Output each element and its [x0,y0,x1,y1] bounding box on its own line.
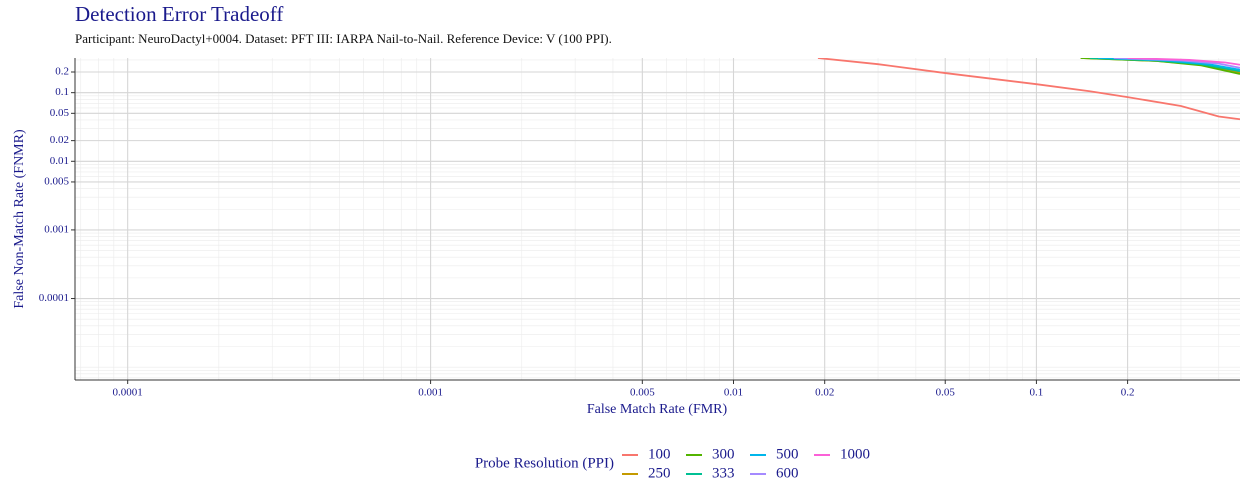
y-tick-label: 0.001 [44,223,69,235]
y-axis-label: False Non-Match Rate (FNMR) [12,129,27,309]
y-tick-label: 0.01 [50,155,69,167]
y-tick-label: 0.2 [55,66,69,78]
x-tick-label: 0.2 [1121,387,1135,399]
legend-label: 600 [776,465,799,481]
y-tick-label: 0.0001 [39,292,69,304]
x-tick-label: 0.02 [815,387,834,399]
y-tick-label: 0.005 [44,175,69,187]
x-tick-label: 0.005 [630,387,655,399]
y-tick-label: 0.1 [55,86,69,98]
y-tick-label: 0.05 [50,107,70,119]
chart-subtitle: Participant: NeuroDactyl+0004. Dataset: … [75,31,612,46]
legend-label: 250 [648,465,671,481]
y-tick-label: 0.02 [50,134,69,146]
x-tick-label: 0.1 [1030,387,1044,399]
legend-label: 300 [712,446,735,462]
x-tick-label: 0.001 [418,387,443,399]
legend-label: 1000 [840,446,870,462]
legend-label: 500 [776,446,799,462]
legend-label: 100 [648,446,671,462]
legend-label: 333 [712,465,735,481]
plot-area [817,58,1240,121]
chart-title: Detection Error Tradeoff [75,2,283,26]
series-line [817,58,1240,121]
legend-title: Probe Resolution (PPI) [475,455,614,471]
x-tick-label: 0.01 [724,387,743,399]
x-tick-label: 0.0001 [113,387,143,399]
series-line [1127,58,1240,66]
x-axis-label: False Match Rate (FMR) [587,402,728,417]
x-tick-label: 0.05 [936,387,956,399]
